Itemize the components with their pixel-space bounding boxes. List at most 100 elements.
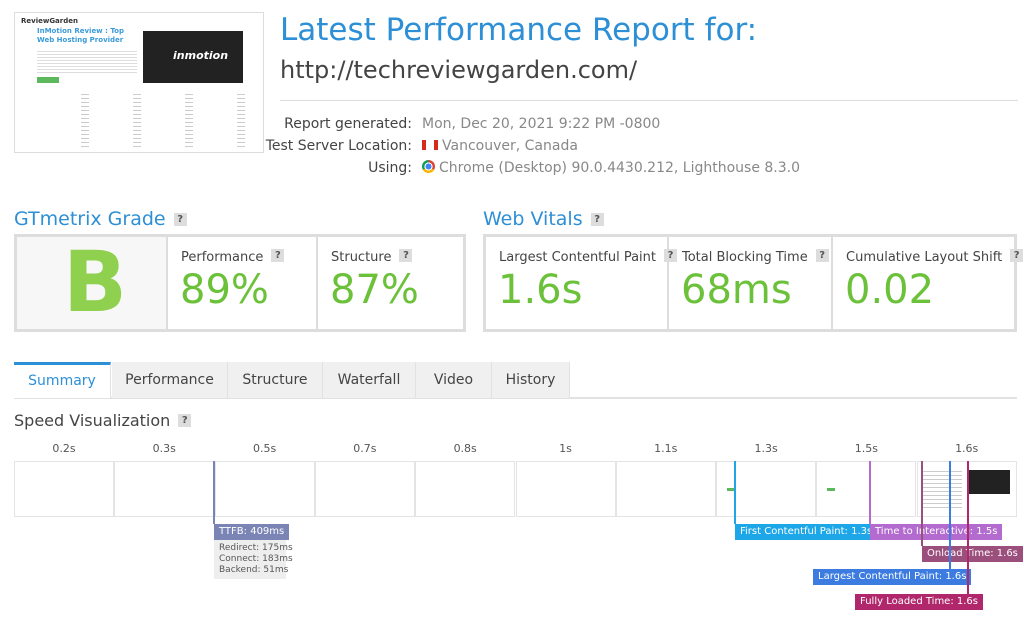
metric-cell: Total Blocking Time? 68ms xyxy=(669,237,833,329)
milestone-label: Onload Time: 1.6s xyxy=(922,546,1023,562)
speed-title: Speed Visualization? xyxy=(14,411,192,430)
frame-time: 1s xyxy=(559,442,572,455)
help-icon[interactable]: ? xyxy=(590,213,604,226)
report-title: Latest Performance Report for: xyxy=(280,12,758,48)
milestone-label: Fully Loaded Time: 1.6s xyxy=(855,594,983,610)
metric-value: 0.02 xyxy=(845,267,935,313)
frame xyxy=(615,461,716,517)
milestone-line xyxy=(967,461,969,594)
info-value: Chrome (Desktop) 90.0.4430.212, Lighthou… xyxy=(422,160,800,176)
metric-cell: Cumulative Layout Shift? 0.02 xyxy=(833,237,1024,329)
metric-label: Structure? xyxy=(331,249,413,265)
milestone-line xyxy=(921,461,923,546)
help-icon[interactable]: ? xyxy=(173,213,187,226)
frame xyxy=(816,461,917,517)
milestone-label: Time to Interactive: 1.5s xyxy=(870,524,1003,540)
tab[interactable]: Waterfall xyxy=(323,362,416,398)
frame-time: 1.3s xyxy=(754,442,778,455)
frame-dash xyxy=(727,488,736,491)
frame xyxy=(916,461,1017,517)
metric-label-text: Total Blocking Time xyxy=(682,250,808,265)
info-value-text: Chrome (Desktop) 90.0.4430.212, Lighthou… xyxy=(439,160,801,176)
tabs-line xyxy=(14,397,1017,399)
frame xyxy=(214,461,315,517)
frame-time: 0.2s xyxy=(52,442,76,455)
info-value: Vancouver, Canada xyxy=(422,138,578,154)
milestone-label: TTFB: 409ms xyxy=(214,524,290,540)
thumb-logo: ReviewGarden xyxy=(21,17,78,25)
info-label: Test Server Location: xyxy=(265,138,412,154)
frame xyxy=(114,461,215,517)
milestone-detail: Backend: 51ms xyxy=(219,565,289,575)
thumb-headline: InMotion Review : Top Web Hosting Provid… xyxy=(37,27,124,44)
milestone-line xyxy=(213,461,215,524)
milestone-line xyxy=(734,461,736,524)
help-icon[interactable]: ? xyxy=(399,249,413,262)
milestone-label: Largest Contentful Paint: 1.6s xyxy=(813,569,972,585)
help-icon[interactable]: ? xyxy=(1010,249,1024,262)
frame-time: 0.5s xyxy=(252,442,277,455)
info-label: Report generated: xyxy=(284,116,412,132)
divider xyxy=(280,100,1018,101)
thumb-button xyxy=(37,77,59,83)
frame-dash xyxy=(827,488,836,491)
metric-value: 68ms xyxy=(681,267,792,313)
speed-title-text: Speed Visualization xyxy=(14,411,171,430)
thumbnail: ReviewGarden InMotion Review : Top Web H… xyxy=(14,12,264,153)
tab[interactable]: Summary xyxy=(14,362,111,398)
tab[interactable]: History xyxy=(492,362,570,398)
metric-label: Largest Contentful Paint? xyxy=(499,249,678,265)
vitals-box: Largest Contentful Paint? 1.6s Total Block… xyxy=(483,234,1024,332)
milestone-line xyxy=(949,461,951,569)
metric-cell: Largest Contentful Paint? 1.6s xyxy=(486,237,678,329)
metric-value: 87% xyxy=(330,267,419,313)
help-icon[interactable]: ? xyxy=(664,249,678,262)
tab[interactable]: Performance xyxy=(112,362,228,398)
metric-label: Total Blocking Time? xyxy=(682,249,829,265)
chrome-icon xyxy=(422,160,435,173)
metric-value: 89% xyxy=(180,267,269,313)
grade-title-text: GTmetrix Grade xyxy=(14,208,166,230)
frame-time: 1.6s xyxy=(955,442,979,455)
thumb-banner-text: inmotion xyxy=(173,49,229,62)
metric-label-text: Structure xyxy=(331,250,392,265)
tab[interactable]: Structure xyxy=(228,362,323,398)
grade-cell: B xyxy=(17,233,168,331)
help-icon[interactable]: ? xyxy=(815,249,829,262)
thumb-text xyxy=(37,49,137,73)
tab[interactable]: Video xyxy=(416,362,492,398)
report-url: http://techreviewgarden.com/ xyxy=(280,56,638,84)
milestone-line xyxy=(869,461,871,524)
frame-banner xyxy=(967,470,1010,494)
frame-time: 0.8s xyxy=(453,442,477,455)
milestone-details: Redirect: 175ms Connect: 183ms Backend: 51… xyxy=(214,540,293,579)
info-value-text: Mon, Dec 20, 2021 9:22 PM -0800 xyxy=(422,116,661,132)
grade-box: B Performance? 89% Structure? 87% xyxy=(14,233,466,332)
vitals-title-text: Web Vitals xyxy=(483,208,583,230)
frame xyxy=(515,461,616,517)
metric-label-text: Largest Contentful Paint xyxy=(499,250,657,265)
frame-time: 1.5s xyxy=(854,442,878,455)
milestone-label: First Contentful Paint: 1.3s xyxy=(735,524,878,540)
metric-cell: Structure? 87% xyxy=(318,237,463,329)
metric-value: 1.6s xyxy=(498,267,583,313)
frame xyxy=(14,461,114,517)
frame-time: 0.7s xyxy=(353,442,377,455)
info-label: Using: xyxy=(368,160,412,176)
metric-cell: Performance? 89% xyxy=(168,237,318,329)
help-icon[interactable]: ? xyxy=(271,249,285,262)
metric-label: Cumulative Layout Shift? xyxy=(846,249,1024,265)
frame xyxy=(314,461,415,517)
metric-label-text: Performance xyxy=(181,250,264,265)
help-icon[interactable]: ? xyxy=(178,414,192,427)
metric-label: Performance? xyxy=(181,249,285,265)
milestone-detail: Connect: 183ms xyxy=(219,554,293,564)
info-value-text: Vancouver, Canada xyxy=(442,138,578,154)
thumb-banner: inmotion xyxy=(143,31,243,83)
metric-label-text: Cumulative Layout Shift xyxy=(846,250,1003,265)
frame xyxy=(415,461,516,517)
grade-title: GTmetrix Grade? xyxy=(14,208,187,230)
frame-text xyxy=(921,468,962,510)
